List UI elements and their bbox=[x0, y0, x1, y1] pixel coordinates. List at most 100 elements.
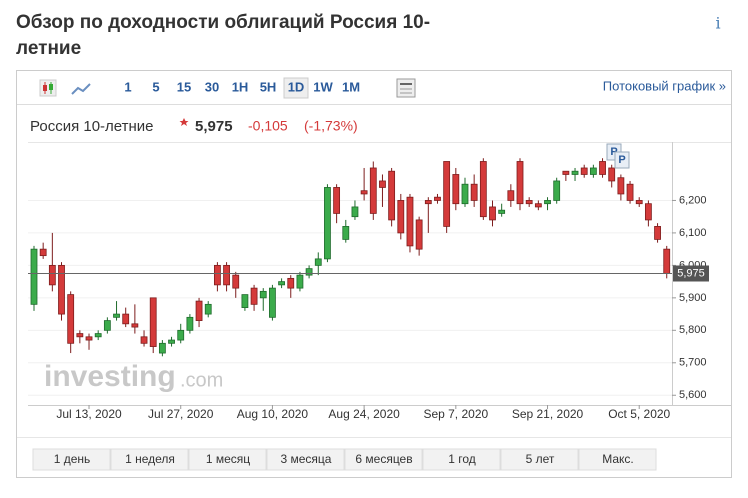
toolbar-button[interactable]: 1 bbox=[124, 79, 131, 94]
candle-body bbox=[76, 333, 84, 338]
range-button[interactable] bbox=[110, 448, 189, 471]
candle-body bbox=[589, 167, 597, 175]
candle-body bbox=[94, 333, 102, 338]
event-marker-label[interactable]: P bbox=[618, 154, 625, 166]
x-tick-label: Aug 10, 2020 bbox=[237, 407, 309, 421]
candle-body bbox=[498, 209, 506, 214]
x-tick-label: Jul 13, 2020 bbox=[56, 407, 122, 421]
toolbar-button[interactable]: 1W bbox=[313, 79, 333, 94]
toolbar-button[interactable]: 30 bbox=[205, 79, 219, 94]
toolbar-button[interactable]: 5 bbox=[152, 79, 159, 94]
toolbar-button[interactable]: 1M bbox=[342, 79, 360, 94]
watermark: .com bbox=[180, 369, 223, 391]
candle-body bbox=[553, 180, 561, 201]
x-tick-label: Jul 27, 2020 bbox=[148, 407, 214, 421]
x-tick-label: Aug 24, 2020 bbox=[328, 407, 400, 421]
candle-body bbox=[525, 200, 533, 205]
candle-body bbox=[278, 281, 285, 286]
range-button[interactable] bbox=[266, 448, 345, 471]
candle-body bbox=[287, 277, 295, 289]
range-button[interactable] bbox=[188, 448, 267, 471]
candle-body bbox=[580, 167, 588, 175]
candle-body bbox=[443, 161, 451, 227]
candle-body bbox=[388, 170, 396, 221]
toolbar-button[interactable]: 5H bbox=[260, 79, 277, 94]
candle-body bbox=[213, 264, 221, 286]
y-tick-label: 5,800 bbox=[679, 324, 707, 336]
candle-body bbox=[461, 183, 469, 205]
candle-body bbox=[379, 180, 386, 188]
range-label[interactable]: 1 неделя bbox=[125, 452, 175, 466]
candle-body bbox=[177, 329, 185, 341]
candle-body bbox=[58, 264, 65, 315]
y-tick-label: 5,700 bbox=[679, 357, 707, 369]
y-tick-label: 6,200 bbox=[679, 194, 707, 206]
candle-body bbox=[663, 248, 671, 274]
candle-body bbox=[562, 170, 570, 175]
range-button[interactable] bbox=[500, 448, 579, 471]
event-marker-label[interactable]: P bbox=[610, 146, 617, 158]
y-tick-label: 5,600 bbox=[679, 389, 707, 401]
info-icon[interactable]: i bbox=[715, 14, 720, 33]
instrument-name: Россия 10-летние bbox=[30, 118, 154, 135]
last-price-label: 5,975 bbox=[677, 267, 705, 279]
range-label[interactable]: 6 месяцев bbox=[355, 452, 412, 466]
candle-body bbox=[259, 290, 267, 299]
candle-body bbox=[324, 187, 331, 260]
candle-body bbox=[314, 258, 322, 266]
candle-body bbox=[599, 161, 606, 175]
candle-body bbox=[489, 206, 496, 221]
candle-body bbox=[122, 313, 130, 325]
candle-body bbox=[131, 323, 139, 328]
line-icon[interactable] bbox=[71, 83, 91, 95]
range-label[interactable]: 3 месяца bbox=[281, 452, 332, 466]
range-button[interactable] bbox=[344, 448, 423, 471]
candle-body bbox=[30, 248, 38, 305]
settings-icon[interactable] bbox=[396, 78, 416, 98]
candle-body bbox=[140, 336, 148, 344]
range-label[interactable]: 1 год bbox=[448, 452, 476, 466]
candle-body bbox=[452, 174, 460, 205]
candle-body bbox=[103, 320, 111, 331]
toolbar-button[interactable]: 1D bbox=[288, 79, 305, 94]
range-label[interactable]: Макс. bbox=[602, 452, 634, 466]
candle-body bbox=[168, 339, 175, 344]
toolbar-button[interactable]: 1H bbox=[232, 79, 249, 94]
candle-body bbox=[241, 294, 249, 308]
candle-body bbox=[48, 264, 56, 286]
candle-body bbox=[113, 313, 120, 318]
candle-body bbox=[534, 203, 542, 208]
candle-body bbox=[158, 342, 166, 354]
price-change: -0,105 bbox=[248, 118, 288, 134]
widget-frame bbox=[16, 70, 732, 478]
candle-body bbox=[470, 183, 478, 201]
range-button[interactable] bbox=[578, 448, 657, 471]
candle-body bbox=[67, 294, 75, 344]
candle-body bbox=[654, 226, 661, 240]
candle-body bbox=[644, 203, 652, 221]
candle-body bbox=[305, 268, 313, 276]
x-tick-label: Sep 21, 2020 bbox=[512, 407, 584, 421]
last-price-box bbox=[673, 265, 709, 282]
streaming-link[interactable]: Потоковый график » bbox=[603, 78, 726, 93]
range-button[interactable] bbox=[32, 448, 111, 471]
candle-body bbox=[342, 226, 350, 240]
candle-body bbox=[269, 287, 276, 318]
range-label[interactable]: 1 месяц bbox=[206, 452, 250, 466]
candle-body bbox=[204, 303, 212, 315]
watermark: investing bbox=[44, 360, 176, 393]
candle-body bbox=[250, 287, 258, 305]
range-button[interactable] bbox=[422, 448, 501, 471]
last-price: 5,975 bbox=[195, 118, 233, 135]
range-label[interactable]: 1 день bbox=[54, 452, 91, 466]
range-label[interactable]: 5 лет bbox=[526, 452, 555, 466]
candle-icon[interactable] bbox=[39, 79, 57, 97]
candle-body bbox=[406, 196, 414, 247]
page-title: Обзор по доходности облигаций Россия 10-… bbox=[16, 12, 431, 59]
toolbar-button[interactable]: 15 bbox=[177, 79, 191, 94]
event-marker[interactable] bbox=[614, 151, 630, 169]
y-tick-label: 6,100 bbox=[679, 227, 707, 239]
candle-body bbox=[186, 316, 194, 331]
